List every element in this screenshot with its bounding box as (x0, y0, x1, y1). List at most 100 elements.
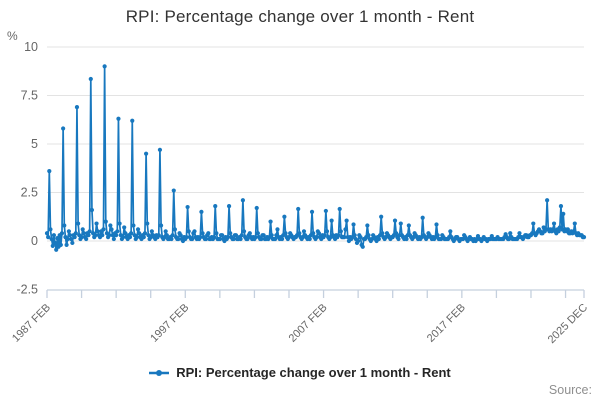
x-tick-label: 2017 FEB (425, 302, 468, 345)
series-marker (213, 203, 218, 209)
series-marker (329, 218, 334, 223)
series-marker (226, 203, 232, 209)
series-marker (66, 229, 71, 234)
series-marker (314, 235, 319, 240)
series-marker (398, 221, 403, 226)
series-marker (217, 236, 222, 242)
series-marker (172, 227, 178, 232)
series-marker (84, 236, 89, 242)
series-marker (120, 235, 126, 240)
series-marker (241, 229, 247, 234)
series-marker (261, 233, 266, 238)
series-marker (572, 221, 577, 226)
series-marker (311, 231, 316, 236)
series-marker (62, 223, 67, 228)
series-marker (73, 231, 78, 236)
series-marker (95, 229, 100, 234)
series-line[interactable] (46, 65, 584, 251)
series-marker (435, 233, 440, 238)
series-marker (50, 243, 55, 248)
series-marker (239, 233, 244, 238)
series-marker (61, 126, 66, 131)
series-marker (360, 244, 365, 249)
series-marker (55, 235, 60, 241)
series-marker (141, 235, 146, 240)
series-marker (556, 229, 561, 234)
series-marker (561, 211, 566, 216)
x-tick-label: 2025 DEC (546, 302, 590, 346)
series-marker (247, 231, 252, 236)
legend-label: RPI: Percentage change over 1 month - Re… (176, 365, 451, 380)
series-marker (176, 236, 181, 242)
series-marker (336, 233, 341, 238)
series-marker (87, 229, 92, 234)
series-marker (58, 242, 63, 247)
series-marker (233, 233, 239, 238)
series-marker (164, 233, 169, 238)
series-marker (123, 231, 128, 236)
y-tick-label: 5 (31, 137, 38, 151)
series-marker (366, 233, 371, 238)
series-marker (307, 236, 312, 242)
series-marker (186, 229, 191, 234)
series-marker (103, 219, 108, 224)
series-marker (171, 188, 176, 193)
series-marker (220, 233, 225, 238)
series-marker (184, 235, 189, 240)
series-marker (406, 223, 411, 228)
series-marker (420, 215, 425, 220)
series-marker (380, 231, 385, 236)
series-marker (296, 206, 301, 212)
series-marker (137, 231, 142, 236)
series-marker (127, 235, 133, 240)
series-marker (279, 236, 285, 242)
series-marker (199, 209, 204, 214)
series-marker (558, 203, 564, 209)
series-marker (190, 236, 195, 242)
series-marker (211, 235, 217, 240)
series-marker (67, 233, 73, 238)
series-marker (198, 235, 203, 240)
series-marker (170, 233, 175, 238)
series-marker (531, 221, 536, 226)
series-marker (49, 236, 54, 242)
series-marker (356, 238, 361, 244)
series-marker (135, 227, 141, 232)
series-marker (245, 236, 250, 242)
series-marker (76, 221, 81, 226)
series-marker (565, 227, 570, 232)
series-marker (309, 209, 315, 214)
series-marker (322, 233, 327, 238)
series-marker (275, 227, 280, 232)
legend-line-marker-icon (149, 369, 170, 376)
series-marker (130, 118, 135, 123)
series-marker (117, 221, 122, 226)
series-marker (65, 236, 70, 242)
chart-plot[interactable]: 10 7.5 5 2.5 0 -2.5 1987 FEB 1997 FEB 2007 FEB 20… (0, 0, 600, 360)
legend-item[interactable]: RPI: Percentage change over 1 month - Re… (149, 365, 451, 380)
series-marker (169, 236, 174, 242)
series-marker (324, 229, 330, 234)
series-marker (69, 236, 74, 242)
series-marker (111, 236, 116, 242)
series-marker (254, 205, 259, 211)
series-marker (392, 218, 398, 223)
series-marker (517, 231, 522, 236)
series-marker (316, 231, 322, 236)
series-marker (51, 233, 57, 238)
series-marker (376, 236, 381, 242)
series-marker (337, 206, 342, 212)
series-marker (344, 218, 349, 223)
series-marker (114, 233, 119, 238)
series-marker (283, 231, 288, 236)
series-marker (379, 214, 384, 219)
series-marker (282, 214, 287, 219)
series-marker (448, 229, 453, 234)
series-marker (351, 222, 356, 227)
series-marker (157, 147, 163, 152)
series-marker (142, 231, 148, 236)
y-tick-label: 7.5 (21, 89, 38, 103)
series-marker (149, 229, 154, 234)
series-marker (396, 236, 401, 242)
series-marker (508, 231, 513, 236)
